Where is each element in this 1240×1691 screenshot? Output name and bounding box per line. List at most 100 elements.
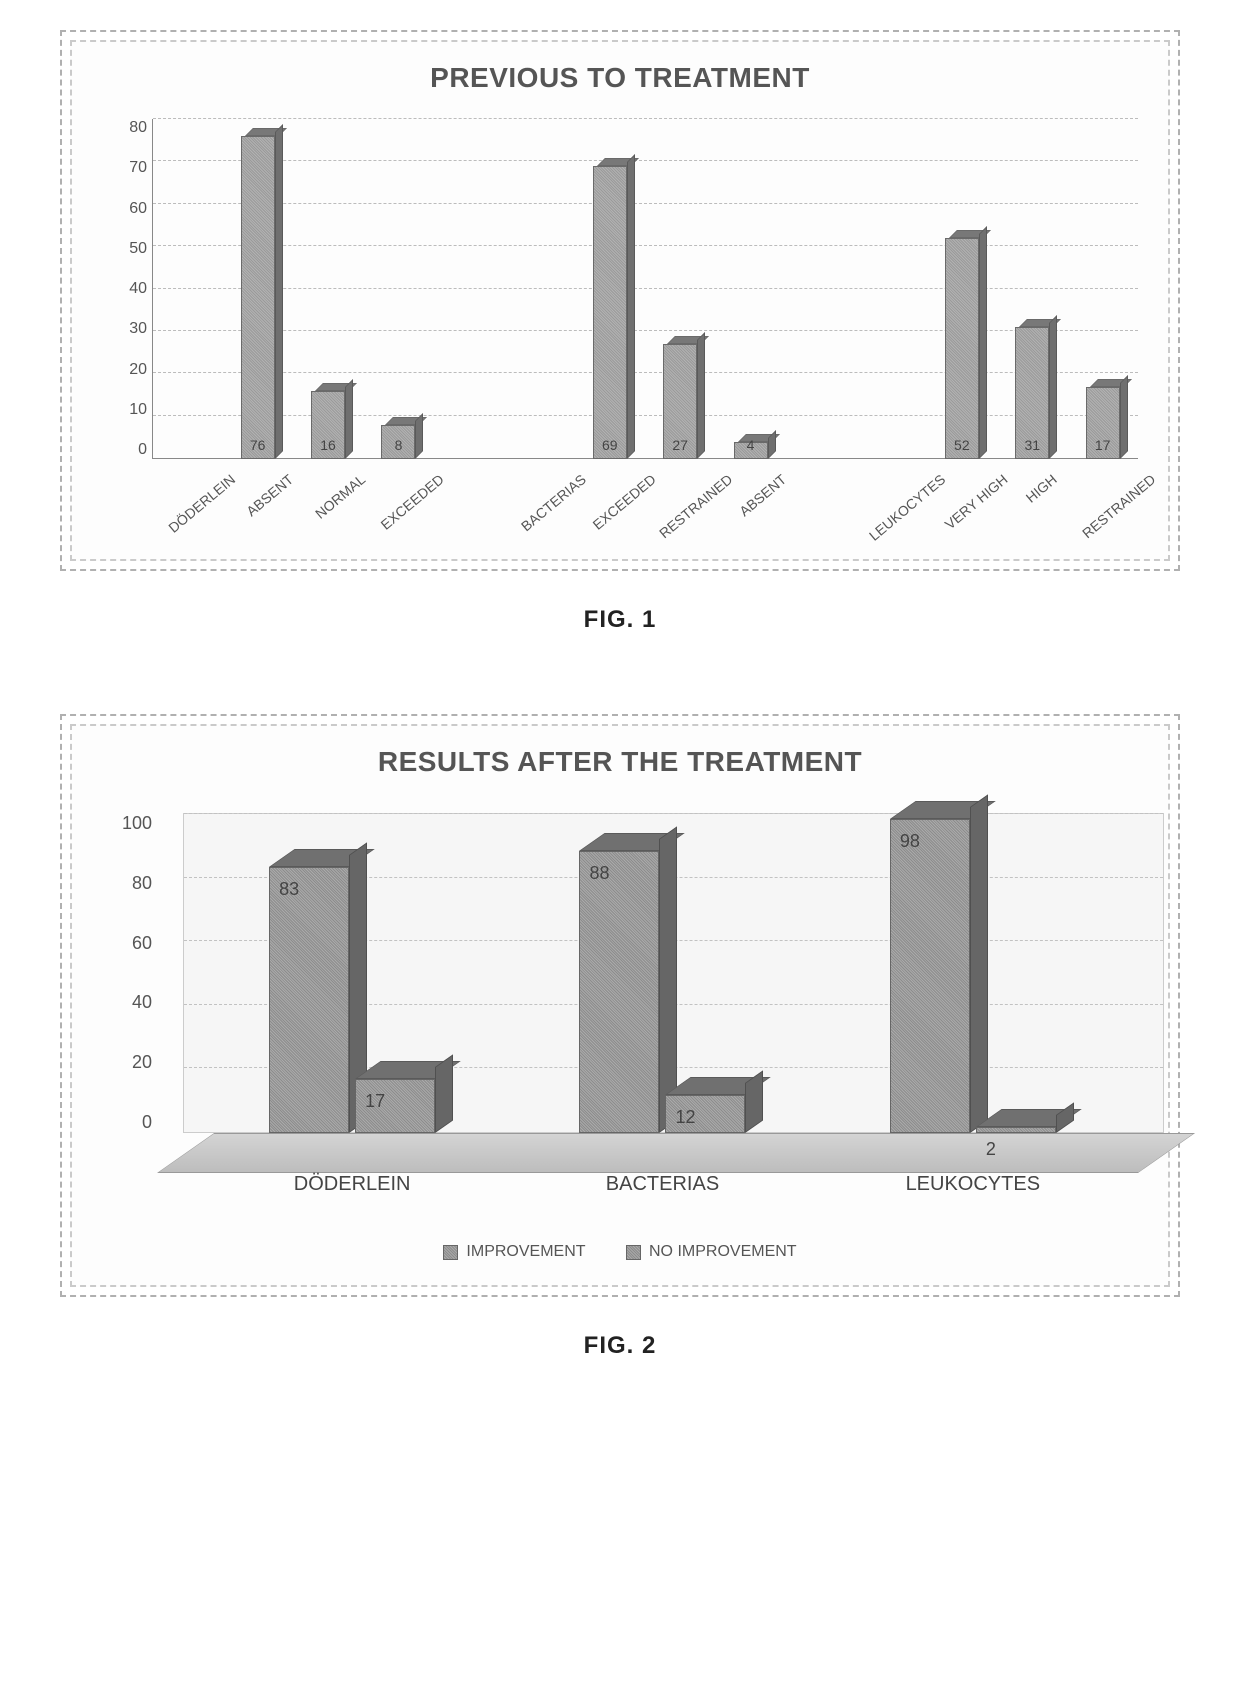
chart-2-plot: 100806040200 83178812982 DÖDERLEINBACTER…: [157, 803, 1138, 1233]
x-label-slot: [786, 459, 856, 539]
x-tick-label: ABSENT: [243, 471, 296, 519]
bar: 76: [241, 136, 275, 459]
x-label-slot: EXCEEDED: [575, 459, 645, 539]
x-label-slot: HIGH: [997, 459, 1067, 539]
chart-1-x-labels: DÖDERLEINABSENTNORMALEXCEEDEDBACTERIASEX…: [152, 459, 1138, 539]
figure-1: PREVIOUS TO TREATMENT 80706050403020100 …: [60, 30, 1180, 634]
figure-1-caption: FIG. 1: [60, 606, 1180, 634]
bar-slot: 4: [715, 119, 785, 459]
chart-1-bars: 76 16 8 69 27 4 52 31 17: [152, 119, 1138, 459]
chart-2-bars: 83 17 88 12 98 2: [197, 813, 1128, 1133]
chart-2-x-labels: DÖDERLEIN BACTERIAS LEUKOCYTES: [197, 1173, 1128, 1203]
bar-value-label: 8: [395, 437, 403, 453]
bar-value-label: 31: [1024, 437, 1040, 453]
bar-group: 88 12: [562, 813, 762, 1133]
bar-value-label: 98: [900, 831, 920, 852]
chart-2-title: RESULTS AFTER THE TREATMENT: [102, 746, 1138, 778]
x-label-slot: ABSENT: [715, 459, 785, 539]
x-label-slot: EXCEEDED: [363, 459, 433, 539]
bar-value-label: 12: [675, 1107, 695, 1128]
chart-1-plot: 80706050403020100 7616869274523117 DÖDER…: [152, 119, 1138, 539]
y-tick-label: 0: [138, 441, 147, 459]
y-tick-label: 100: [122, 813, 152, 834]
y-tick-label: 60: [132, 933, 152, 954]
bar: 69: [593, 166, 627, 459]
x-tick-label: HIGH: [1023, 471, 1060, 506]
bar-slot: [434, 119, 504, 459]
y-tick-label: 30: [129, 320, 147, 338]
bar: 17: [355, 1079, 435, 1133]
bar: 83: [269, 867, 349, 1133]
bar-value-label: 76: [250, 437, 266, 453]
legend-swatch-icon: [626, 1245, 641, 1260]
chart-1-inner: PREVIOUS TO TREATMENT 80706050403020100 …: [70, 40, 1170, 561]
x-label-slot: [434, 459, 504, 539]
bar: 12: [665, 1095, 745, 1133]
chart-2-frame: RESULTS AFTER THE TREATMENT 100 80 60 40 20 0…: [60, 714, 1180, 1297]
legend-item-no-improvement: NO IMPROVEMENT: [626, 1243, 797, 1261]
bar: 98: [890, 819, 970, 1133]
bar-value-label: 2: [986, 1139, 996, 1160]
bar-value-label: 16: [320, 437, 336, 453]
bar-value-label: 88: [589, 863, 609, 884]
bar-slot: 69: [575, 119, 645, 459]
bar-slot: 27: [645, 119, 715, 459]
x-label-slot: ABSENT: [222, 459, 292, 539]
y-tick-label: 20: [132, 1052, 152, 1073]
y-tick-label: 20: [129, 361, 147, 379]
y-tick-label: 80: [129, 119, 147, 137]
bar: 88: [579, 851, 659, 1133]
x-label-slot: DÖDERLEIN: [152, 459, 222, 539]
bar-slot: 8: [363, 119, 433, 459]
figure-2: RESULTS AFTER THE TREATMENT 100 80 60 40 20 0…: [60, 714, 1180, 1360]
y-tick-label: 50: [129, 240, 147, 258]
bar-value-label: 17: [365, 1091, 385, 1112]
x-label-slot: LEUKOCYTES: [856, 459, 926, 539]
bar: 4: [734, 442, 768, 459]
legend-label-1: IMPROVEMENT: [466, 1243, 585, 1261]
x-label-slot: VERY HIGH: [927, 459, 997, 539]
y-tick-label: 0: [142, 1112, 152, 1133]
bar-value-label: 69: [602, 437, 618, 453]
bar: 8: [381, 425, 415, 459]
chart-2-legend: IMPROVEMENT NO IMPROVEMENT: [102, 1243, 1138, 1265]
bar: 27: [663, 344, 697, 459]
y-tick-label: 60: [129, 200, 147, 218]
x-tick-label: BACTERIAS: [562, 1173, 762, 1203]
bar-slot: [152, 119, 222, 459]
x-tick-label: LEUKOCYTES: [873, 1173, 1073, 1203]
x-label-slot: RESTRAINED: [1067, 459, 1137, 539]
figure-2-caption: FIG. 2: [60, 1332, 1180, 1360]
bar: 31: [1015, 327, 1049, 459]
x-tick-label: DÖDERLEIN: [252, 1173, 452, 1203]
bar-slot: 76: [222, 119, 292, 459]
y-tick-label: 40: [129, 280, 147, 298]
chart-2-y-axis: 100 80 60 40 20 0: [102, 813, 152, 1133]
bar-value-label: 27: [672, 437, 688, 453]
chart-1-y-axis: 80706050403020100: [102, 119, 147, 459]
y-tick-label: 80: [132, 873, 152, 894]
x-label-slot: NORMAL: [293, 459, 363, 539]
bar-slot: [786, 119, 856, 459]
bar-value-label: 83: [279, 879, 299, 900]
chart-2-floor: [157, 1133, 1195, 1173]
bar-value-label: 4: [747, 437, 755, 453]
bar-group: 83 17: [252, 813, 452, 1133]
bar-slot: 31: [997, 119, 1067, 459]
bar-group: 98 2: [873, 813, 1073, 1133]
legend-label-2: NO IMPROVEMENT: [649, 1243, 797, 1261]
bar-value-label: 17: [1095, 437, 1111, 453]
y-tick-label: 70: [129, 159, 147, 177]
bar: 17: [1086, 387, 1120, 459]
bar-value-label: 52: [954, 437, 970, 453]
bar-slot: [504, 119, 574, 459]
bar-slot: [856, 119, 926, 459]
bar: 2: [976, 1127, 1056, 1133]
x-tick-label: NORMAL: [312, 471, 368, 522]
x-label-slot: BACTERIAS: [504, 459, 574, 539]
y-tick-label: 40: [132, 992, 152, 1013]
bar: 52: [945, 238, 979, 459]
legend-swatch-icon: [443, 1245, 458, 1260]
bar-slot: 52: [927, 119, 997, 459]
chart-2-inner: RESULTS AFTER THE TREATMENT 100 80 60 40 20 0…: [70, 724, 1170, 1287]
